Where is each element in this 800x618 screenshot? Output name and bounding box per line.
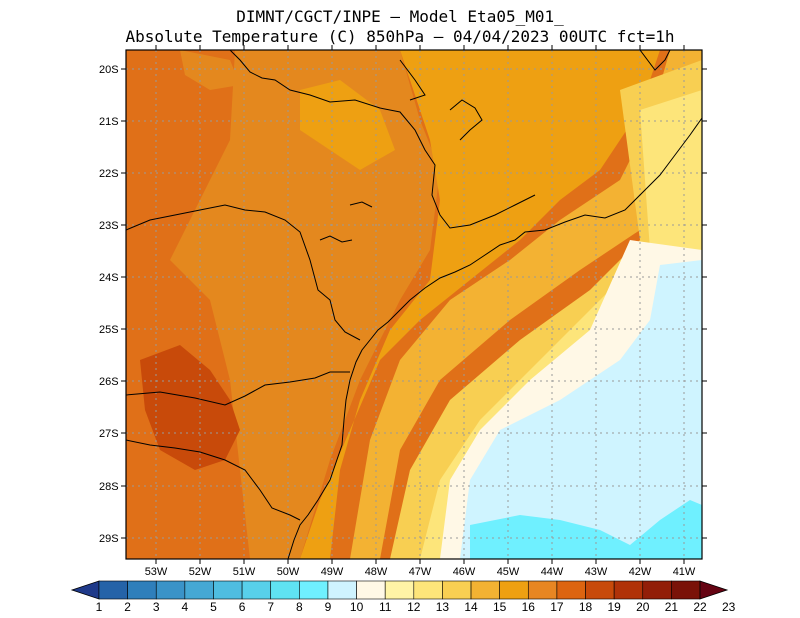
- colorbar-cell: [184, 580, 214, 600]
- colorbar: 1 2 3 4 5 6 7 8 9 10 11 12 13 14 15 16 17 18 19 20 21 22 23: [70, 580, 736, 614]
- field-ocean-cool: [460, 260, 702, 559]
- colorbar-cell: [413, 580, 443, 600]
- field-center: [300, 50, 660, 559]
- map-title-line2: Absolute Temperature (C) 850hPa – 04/04/…: [125, 27, 675, 46]
- lon-label: 47W: [409, 566, 432, 578]
- colorbar-label: 18: [579, 600, 593, 614]
- colorbar-cells: [98, 580, 701, 600]
- colorbar-cell: [585, 580, 615, 600]
- lat-label: 29S: [99, 533, 119, 545]
- field-hot-spot: [140, 345, 240, 470]
- colorbar-cell: [213, 580, 243, 600]
- colorbar-cell: [527, 580, 558, 600]
- lon-label: 42W: [629, 566, 652, 578]
- map-title-line1: DIMNT/CGCT/INPE – Model Eta05_M01_: [236, 7, 564, 26]
- lat-label: 28S: [99, 481, 119, 493]
- boundaries: [126, 50, 702, 559]
- lon-label: 44W: [541, 566, 564, 578]
- lon-label: 52W: [189, 566, 212, 578]
- river-north: [399, 59, 426, 101]
- temperature-field: [126, 50, 702, 559]
- colorbar-left-arrow: [70, 580, 100, 600]
- lon-label: 45W: [497, 566, 520, 578]
- longitude-axis: 53W 52W 51W 50W 49W 48W 47W 46W 45W 44W …: [145, 566, 696, 578]
- colorbar-label: 13: [436, 600, 450, 614]
- state-border-central: [126, 204, 361, 341]
- lat-label: 22S: [99, 168, 119, 180]
- lat-label: 27S: [99, 428, 119, 440]
- lon-label: 43W: [585, 566, 608, 578]
- coastline: [287, 117, 702, 559]
- lake-small: [349, 201, 373, 208]
- lon-label: 48W: [365, 566, 388, 578]
- field-north-patch: [180, 50, 240, 90]
- colorbar-label: 4: [182, 600, 189, 614]
- state-border-south: [126, 371, 350, 406]
- colorbar-label: 15: [493, 600, 507, 614]
- colorbar-label: 2: [124, 600, 131, 614]
- latitude-axis: 20S 21S 22S 23S 24S 25S 26S 27S 28S 29S: [99, 64, 119, 545]
- colorbar-cell: [327, 580, 357, 600]
- colorbar-right-arrow: [699, 580, 729, 600]
- colorbar-cell: [127, 580, 157, 600]
- colorbar-cell: [241, 580, 272, 600]
- lon-label: 50W: [277, 566, 300, 578]
- lon-label: 49W: [321, 566, 344, 578]
- colorbar-cell: [384, 580, 415, 600]
- colorbar-labels: 1 2 3 4 5 6 7 8 9 10 11 12 13 14 15 16 17 18 19 20 21 22 23: [96, 600, 736, 614]
- colorbar-cell: [270, 580, 300, 600]
- colorbar-label: 9: [325, 600, 332, 614]
- lon-label: 51W: [233, 566, 256, 578]
- field-midwest-warm: [300, 80, 395, 170]
- colorbar-label: 10: [350, 600, 364, 614]
- colorbar-label: 8: [296, 600, 303, 614]
- field-ocean-cyan: [470, 500, 702, 559]
- lat-label: 24S: [99, 272, 119, 284]
- colorbar-label: 7: [267, 600, 274, 614]
- colorbar-label: 1: [96, 600, 103, 614]
- lon-label: 46W: [453, 566, 476, 578]
- colorbar-cell: [671, 580, 701, 600]
- colorbar-cell: [299, 580, 329, 600]
- lat-label: 20S: [99, 64, 119, 76]
- colorbar-label: 3: [153, 600, 160, 614]
- lat-lon-grid: [126, 50, 702, 559]
- colorbar-cell: [499, 580, 529, 600]
- map-frame: [125, 49, 703, 560]
- colorbar-label: 21: [665, 600, 679, 614]
- colorbar-cell: [155, 580, 186, 600]
- colorbar-label: 20: [636, 600, 650, 614]
- colorbar-cell: [556, 580, 586, 600]
- lake-central: [319, 235, 353, 243]
- lon-label: 53W: [145, 566, 168, 578]
- state-border-north: [229, 50, 536, 229]
- colorbar-label: 16: [522, 600, 536, 614]
- colorbar-label: 11: [379, 600, 392, 614]
- lon-label: 41W: [673, 566, 696, 578]
- lat-label: 21S: [99, 116, 119, 128]
- axis-ticks: [121, 45, 707, 564]
- colorbar-cell: [98, 580, 128, 600]
- field-center-light: [350, 50, 702, 559]
- colorbar-label: 12: [407, 600, 421, 614]
- colorbar-cell: [613, 580, 644, 600]
- colorbar-label: 5: [210, 600, 217, 614]
- colorbar-label: 17: [550, 600, 564, 614]
- colorbar-label: 6: [239, 600, 246, 614]
- state-border-far-south: [126, 439, 301, 521]
- colorbar-cell: [470, 580, 500, 600]
- colorbar-label: 14: [464, 600, 478, 614]
- colorbar-cell: [356, 580, 386, 600]
- lat-label: 26S: [99, 376, 119, 388]
- lat-label: 25S: [99, 324, 119, 336]
- colorbar-cell: [442, 580, 472, 600]
- colorbar-label: 22: [693, 600, 707, 614]
- lat-label: 23S: [99, 220, 119, 232]
- lake-north: [449, 99, 483, 141]
- colorbar-label: 23: [722, 600, 736, 614]
- border-northeast: [639, 50, 671, 71]
- colorbar-cell: [642, 580, 672, 600]
- colorbar-label: 19: [607, 600, 621, 614]
